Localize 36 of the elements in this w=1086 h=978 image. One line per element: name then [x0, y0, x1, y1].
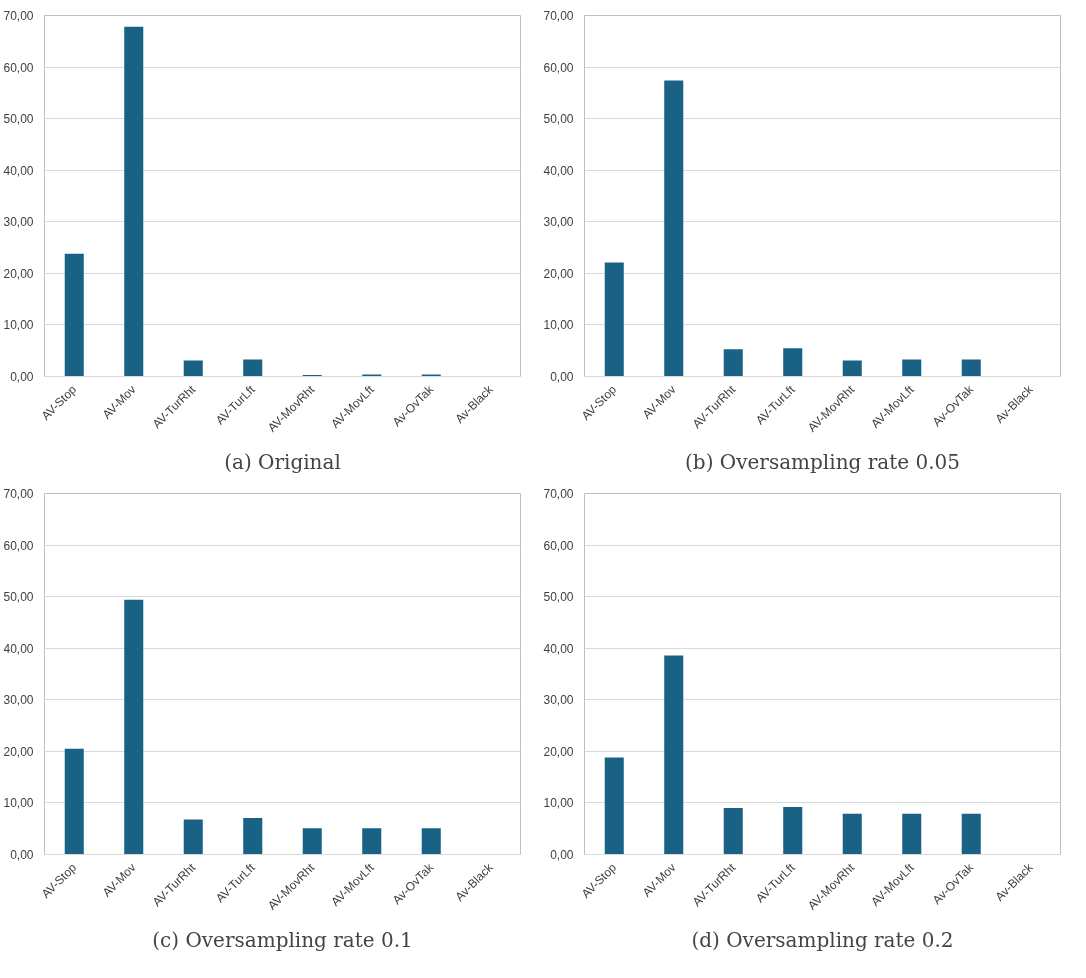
y-tick-label: 60,00 [543, 60, 574, 75]
y-tick-label: 40,00 [3, 641, 34, 656]
y-tick-label: 20,00 [3, 266, 34, 281]
y-tick-label: 10,00 [543, 318, 574, 333]
y-tick-label: 70,00 [3, 487, 34, 501]
y-tick-label: 50,00 [3, 590, 34, 605]
y-tick-label: 40,00 [543, 641, 574, 656]
y-tick-label: 30,00 [3, 215, 34, 230]
y-tick-label: 50,00 [3, 112, 34, 127]
y-tick-label: 70,00 [543, 9, 574, 23]
y-tick-label: 30,00 [543, 215, 574, 230]
y-tick-label: 70,00 [543, 487, 574, 501]
y-tick-label: 10,00 [3, 318, 34, 333]
text: (c) Oversampling rate 0.1 [152, 927, 413, 952]
text: (b) Oversampling rate 0.05 [685, 449, 960, 474]
y-tick-label: 20,00 [3, 744, 34, 759]
y-tick-label: 0,00 [550, 848, 574, 862]
y-tick-label: 0,00 [10, 848, 34, 862]
y-tick-label: 10,00 [3, 796, 34, 811]
text: (a) Original [224, 449, 341, 474]
y-tick-label: 60,00 [543, 538, 574, 553]
y-tick-label: 30,00 [543, 693, 574, 708]
y-tick-label: 40,00 [543, 163, 574, 178]
y-tick-label: 20,00 [543, 266, 574, 281]
y-tick-label: 60,00 [3, 538, 34, 553]
y-tick-label: 20,00 [543, 744, 574, 759]
y-tick-label: 50,00 [543, 590, 574, 605]
y-tick-label: 50,00 [543, 112, 574, 127]
y-tick-label: 30,00 [3, 693, 34, 708]
y-tick-label: 40,00 [3, 163, 34, 178]
y-tick-label: 0,00 [10, 370, 34, 384]
y-tick-label: 10,00 [543, 796, 574, 811]
y-tick-label: 70,00 [3, 9, 34, 23]
text: (d) Oversampling rate 0.2 [691, 927, 954, 952]
y-tick-label: 60,00 [3, 60, 34, 75]
y-tick-label: 0,00 [550, 370, 574, 384]
